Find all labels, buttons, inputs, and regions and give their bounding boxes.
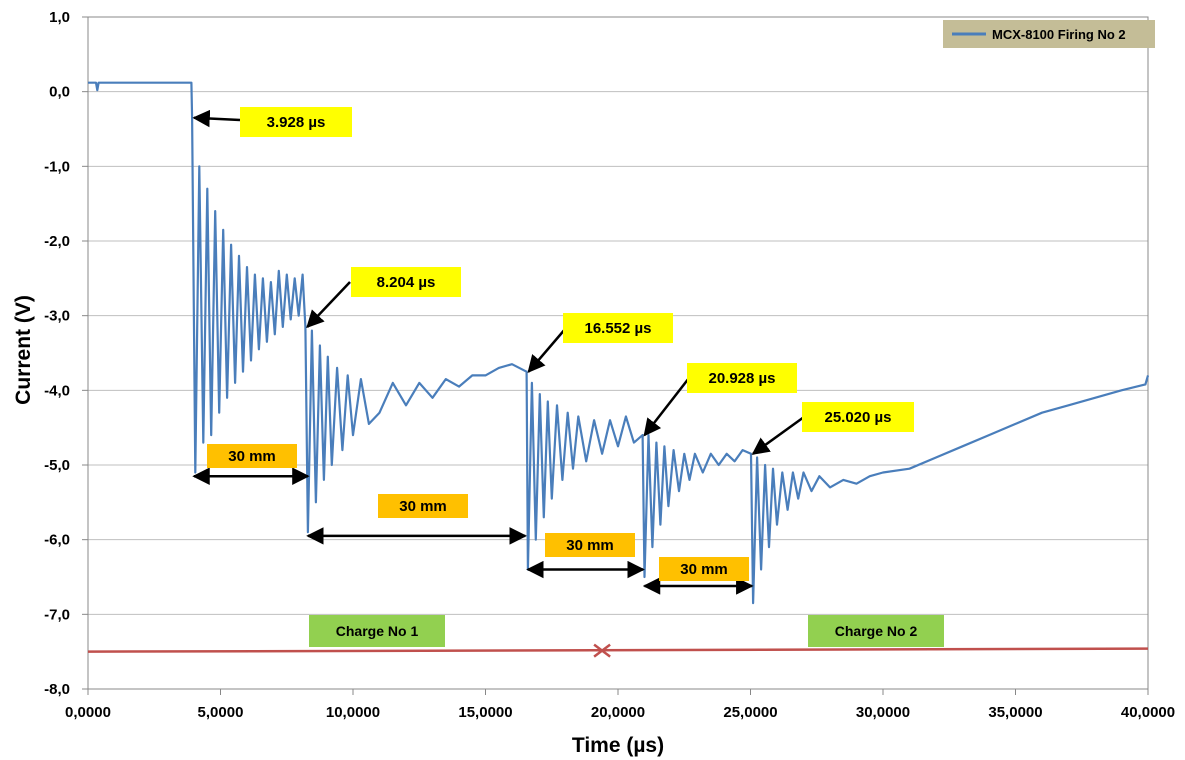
distance-label-text: 30 mm (566, 537, 614, 554)
distance-label-box (659, 557, 749, 581)
x-tick-label: 0,0000 (65, 704, 111, 721)
time-annotation-text: 8.204 µs (377, 274, 436, 291)
charge-line-group: Charge No 1 Charge No 2 (87, 615, 1149, 658)
y-axis-title: Current (V) (12, 295, 35, 405)
charge-label-box (309, 615, 445, 647)
distance-label-box (378, 494, 468, 518)
y-tick-label: 1,0 (49, 9, 70, 26)
x-tick-label: 35,0000 (988, 704, 1042, 721)
distance-label-box (545, 533, 635, 557)
x-tick-label: 30,0000 (856, 704, 910, 721)
time-annotation-box (687, 363, 797, 393)
y-tick-label: -7,0 (44, 606, 70, 623)
charge-label-box (808, 615, 944, 647)
y-tick-label: -3,0 (44, 308, 70, 325)
time-annotation-box (563, 313, 673, 343)
y-tick-label: -4,0 (44, 382, 70, 399)
charge-label-text: Charge No 2 (835, 623, 918, 639)
series-layer (88, 81, 1150, 605)
tick-labels: 1,0 0,0 -1,0 -2,0 -3,0 -4,0 -5,0 -6,0 -7,0 -8,0 0,… (44, 9, 1175, 721)
distance-annotations: 30 mm 30 mm 30 mm 30 mm (192, 444, 754, 595)
y-tick-label: -1,0 (44, 158, 70, 175)
time-annotation-text: 20.928 µs (708, 370, 775, 387)
x-tick-label: 20,0000 (591, 704, 645, 721)
distance-label-box (207, 444, 297, 468)
series-line (88, 81, 1150, 605)
y-tick-label: -8,0 (44, 681, 70, 698)
distance-label-text: 30 mm (228, 448, 276, 465)
y-tick-label: 0,0 (49, 84, 70, 101)
charge-boundary-marker (593, 643, 611, 658)
time-annotation-text: 3.928 µs (267, 114, 326, 131)
time-annotation-text: 16.552 µs (584, 320, 651, 337)
charge-label-text: Charge No 1 (336, 623, 419, 639)
time-annotation-text: 25.020 µs (824, 409, 891, 426)
y-tick-label: -6,0 (44, 532, 70, 549)
legend: MCX-8100 Firing No 2 (943, 20, 1155, 48)
x-tick-label: 15,0000 (458, 704, 512, 721)
x-axis-title: Time (µs) (572, 734, 664, 757)
time-annotation-arrow (192, 109, 241, 128)
legend-label: MCX-8100 Firing No 2 (992, 27, 1126, 42)
time-annotations: 3.928 µs 8.204 µs 16.552 µs 20.928 µs 25.020… (192, 107, 914, 455)
distance-label-text: 30 mm (680, 561, 728, 578)
time-annotation-box (802, 402, 914, 432)
plot-area-border (87, 16, 1149, 690)
x-tick-label: 25,0000 (723, 704, 777, 721)
time-annotation-box (240, 107, 352, 137)
x-tick-label: 40,0000 (1121, 704, 1175, 721)
time-annotation-arrow (643, 377, 690, 437)
time-annotation-arrow (751, 415, 805, 455)
distance-label-text: 30 mm (399, 498, 447, 515)
charge-line (87, 647, 1149, 653)
time-annotation-arrow (306, 281, 351, 329)
time-annotation-box (351, 267, 461, 297)
y-tick-label: -2,0 (44, 233, 70, 250)
y-tick-label: -5,0 (44, 457, 70, 474)
axes (82, 16, 1149, 695)
x-tick-label: 5,0000 (198, 704, 244, 721)
x-tick-label: 10,0000 (326, 704, 380, 721)
time-annotation-arrow (527, 327, 567, 373)
